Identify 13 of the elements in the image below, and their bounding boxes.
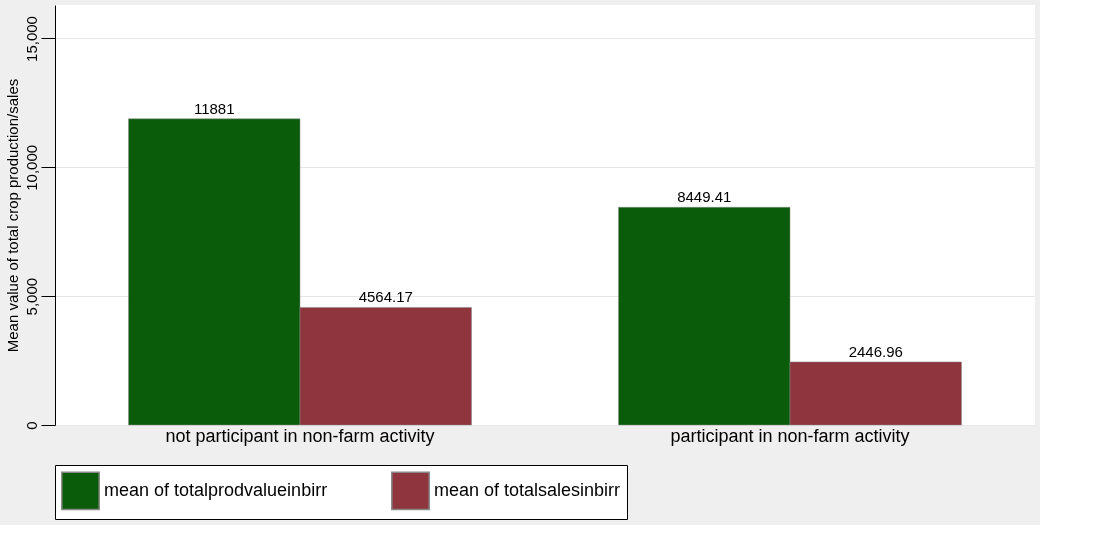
data-label: 8449.41 bbox=[677, 188, 732, 206]
data-label: 2446.96 bbox=[848, 342, 903, 360]
legend-label: mean of totalsalesinbirr bbox=[434, 479, 621, 500]
legend-label: mean of totalprodvalueinbirr bbox=[104, 479, 328, 500]
y-tick-label: 5,000 bbox=[22, 277, 40, 316]
x-tick-label: participant in non-farm activity bbox=[670, 425, 910, 446]
x-tick-label: not participant in non-farm activity bbox=[165, 425, 435, 446]
y-axis-title: Mean value of total crop production/sales bbox=[3, 78, 21, 353]
data-label: 11881 bbox=[193, 99, 235, 117]
y-tick-label: 10,000 bbox=[22, 144, 40, 191]
data-label: 4564.17 bbox=[358, 288, 413, 306]
y-tick-label: 15,000 bbox=[22, 16, 40, 62]
y-tick-label: 0 bbox=[22, 421, 40, 430]
